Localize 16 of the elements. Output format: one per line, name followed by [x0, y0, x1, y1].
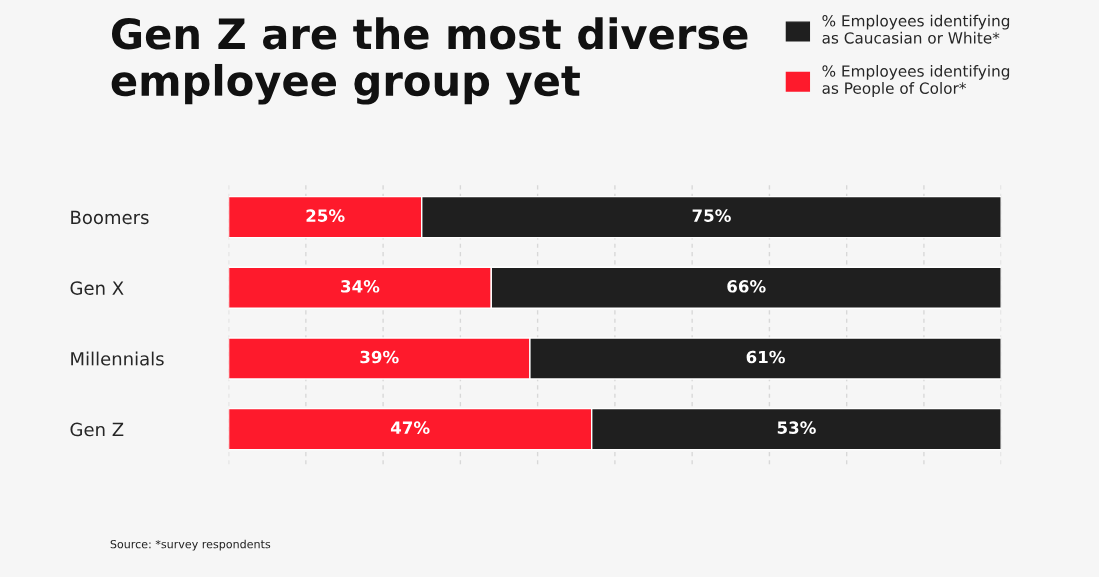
data-label: 25%	[306, 209, 345, 222]
y-tick-label: Boomers	[71, 210, 149, 225]
y-tick-label: Millennials	[71, 351, 164, 366]
legend-label: % Employees identifying as Caucasian or White*	[822, 14, 1010, 44]
y-tick-label: Gen X	[70, 281, 124, 295]
data-label: 47%	[390, 421, 430, 434]
chart-title: Gen Z are the most diverse employee group yet	[111, 17, 748, 105]
data-label: 61%	[746, 350, 785, 364]
legend-label: % Employees identifying as People of Color*	[822, 64, 1010, 97]
data-label: 34%	[341, 280, 380, 293]
y-tick-label: Gen Z	[70, 422, 124, 437]
source-note: Source: *survey respondents	[110, 539, 271, 551]
data-label: 75%	[692, 209, 731, 222]
data-label: 53%	[777, 421, 816, 434]
data-label: 66%	[727, 280, 766, 293]
data-label: 39%	[360, 350, 399, 364]
